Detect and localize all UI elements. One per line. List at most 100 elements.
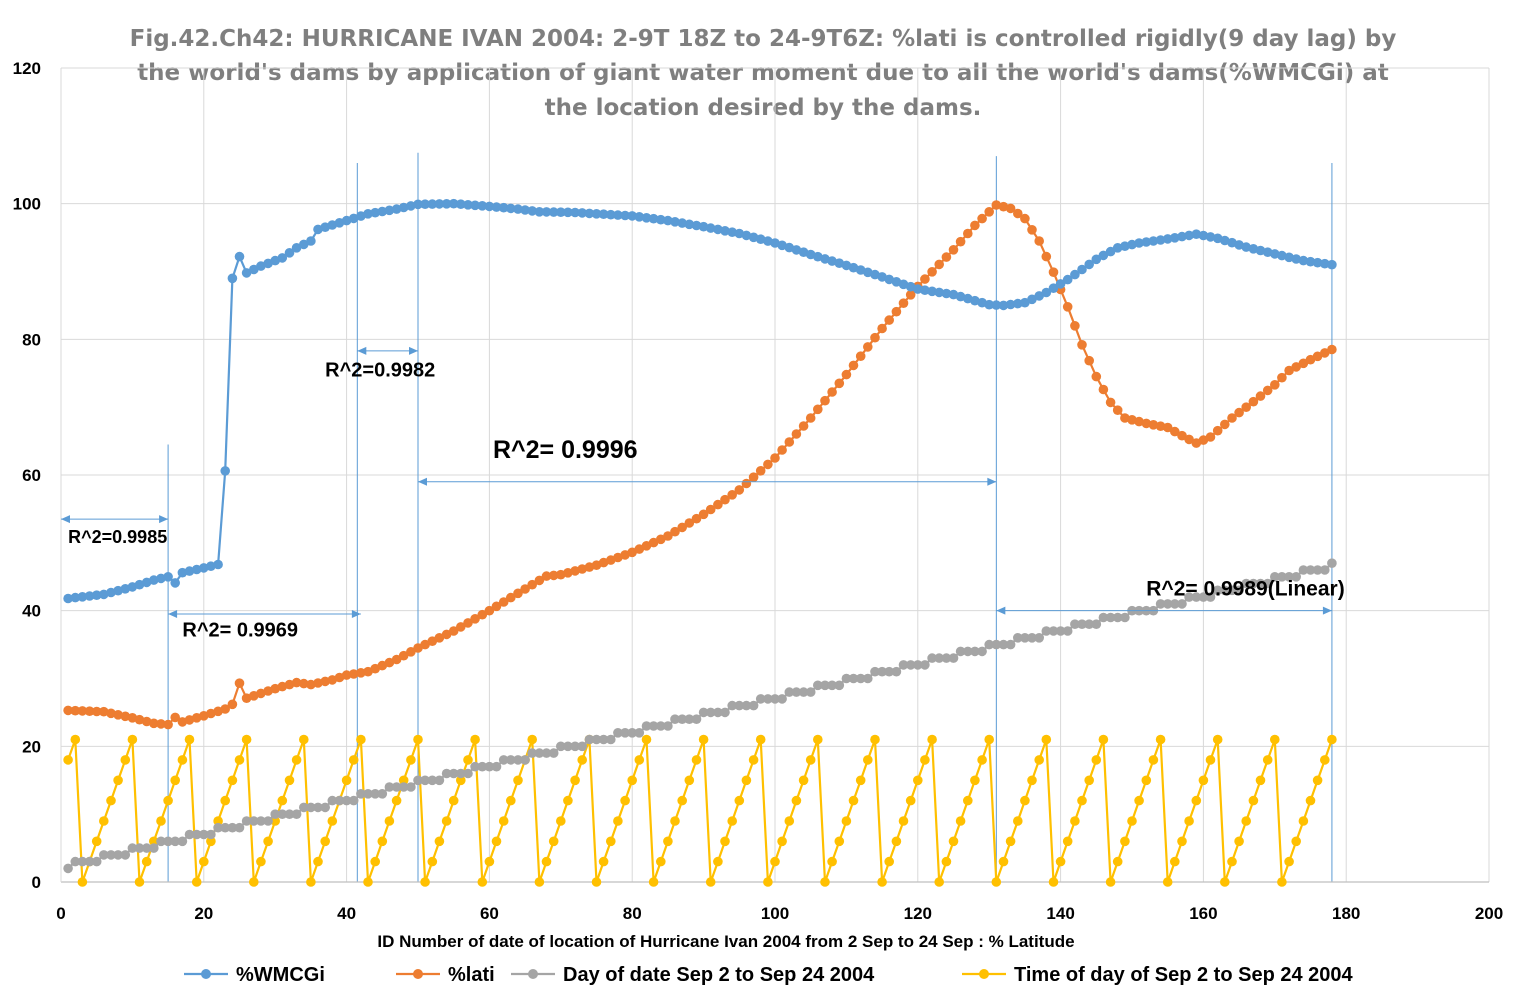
data-point [106,850,116,860]
data-point [306,236,316,246]
data-point [448,768,459,779]
legend-swatch-marker [413,969,423,979]
data-point [948,653,959,663]
data-point [163,836,173,847]
data-point [813,251,823,262]
data-point [970,646,980,657]
data-point [1091,619,1102,629]
data-point [1227,856,1237,867]
data-point [363,666,373,677]
annotation-label: R^2=0.9982 [325,360,435,382]
data-point [1091,755,1102,765]
data-point [577,755,587,765]
data-point [648,213,659,224]
data-point [384,782,395,792]
data-point [641,721,652,731]
data-point [556,741,566,752]
data-point [713,856,723,867]
data-point [1220,877,1230,887]
data-point [1098,734,1109,745]
data-point [249,877,259,887]
data-point [134,579,145,590]
data-point [848,360,859,371]
data-point [1320,258,1330,269]
data-point [998,639,1009,650]
data-point [1255,775,1266,786]
data-point [1105,877,1116,887]
y-tick-label: 120 [13,59,41,78]
data-point [798,775,809,786]
data-point [691,714,702,724]
data-point [684,714,695,724]
data-point [1098,250,1109,261]
data-point [1312,257,1323,268]
annotation-arrowhead [987,477,997,486]
data-point [1134,238,1144,248]
data-point [570,775,580,786]
data-point [1127,816,1137,826]
title-line-2: the world's dams by application of giant… [137,60,1389,86]
data-point [634,728,645,738]
data-point [463,755,473,765]
data-point [91,590,102,600]
data-point [791,687,802,697]
data-point [1005,836,1016,847]
data-point [177,836,188,847]
data-point [434,199,445,209]
data-point [863,673,873,684]
data-point [498,597,509,607]
data-point [634,544,645,554]
data-point [284,809,295,819]
data-point [384,816,395,826]
data-point [970,220,980,231]
data-point [1162,599,1173,609]
data-point [1112,243,1123,253]
data-point [1098,384,1109,395]
legend-label: %lati [448,964,495,986]
data-point [477,609,488,620]
data-point [984,207,994,217]
x-tick-label: 120 [904,904,932,923]
data-point [1084,355,1094,366]
data-point [948,836,959,847]
data-point [798,421,809,431]
data-point [341,775,352,786]
data-point [1191,795,1202,806]
data-point [306,877,316,887]
legend-label: %WMCGi [236,964,325,986]
data-point [99,706,109,717]
data-point [170,836,180,847]
data-point [1155,421,1166,432]
data-point [577,564,587,574]
title-line-1: Fig.42.Ch42: HURRICANE IVAN 2004: 2-9T 1… [130,26,1397,52]
data-point [1262,385,1273,396]
data-point [299,734,309,745]
data-point [527,579,537,590]
data-point [291,677,302,688]
data-point [213,559,223,570]
data-point [1034,291,1044,301]
data-point [727,490,737,500]
data-point [727,227,737,237]
data-point [1020,297,1030,308]
data-point [913,660,923,670]
data-point [1112,612,1123,623]
data-point [348,795,359,806]
data-point [413,199,423,210]
y-tick-label: 100 [13,195,41,214]
data-point [841,816,852,826]
data-point [1220,585,1230,596]
data-point [741,700,752,711]
data-point [791,429,802,439]
data-point [698,509,709,520]
data-point [641,213,652,223]
data-point [748,472,759,483]
data-point [1248,795,1259,806]
data-point [406,647,416,657]
data-point [598,856,609,867]
data-point [463,768,473,779]
data-point [277,809,288,819]
data-point [534,748,545,758]
data-point [913,284,923,294]
